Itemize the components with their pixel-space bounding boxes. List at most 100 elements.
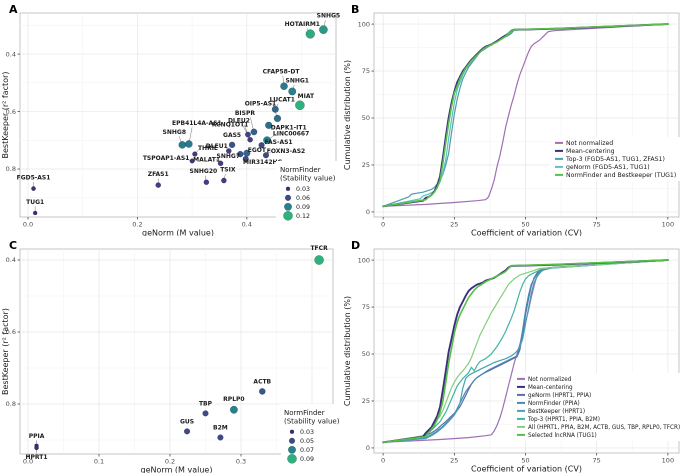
data-point — [185, 140, 193, 148]
x-tick-label: 100 — [662, 221, 674, 229]
y-tick-label: 25 — [362, 397, 370, 405]
y-tick-label: 0.8 — [6, 400, 16, 408]
data-point — [319, 25, 328, 35]
data-point — [273, 114, 282, 123]
y-tick-label: 0.6 — [6, 108, 16, 116]
point-label: LUCAT1 — [270, 96, 295, 103]
y-tick-label: 0 — [366, 444, 370, 452]
x-tick-label: 0 — [381, 221, 385, 229]
x-axis-title: Coefficient of variation (CV) — [471, 465, 582, 473]
data-point — [189, 158, 195, 164]
point-label: HPRT1 — [26, 454, 48, 461]
data-point — [242, 155, 249, 163]
x-tick-label: 75 — [593, 221, 601, 229]
x-tick-label: 0.1 — [94, 458, 104, 466]
series-lines — [382, 259, 669, 444]
point-label: HOTAIRM1 — [285, 21, 320, 28]
point-label: MALAT1 — [193, 156, 220, 163]
data-point — [271, 105, 279, 113]
point-label: FGD5-AS1 — [17, 175, 51, 182]
x-tick-label: 0.3 — [236, 458, 246, 466]
data-point — [178, 141, 187, 149]
data-point — [250, 128, 258, 136]
grid-minor — [20, 249, 333, 454]
y-axis-title: Cumulative distribution (%) — [343, 296, 352, 406]
data-point — [244, 131, 251, 138]
data-point — [225, 148, 232, 154]
legend: Not normalized Mean-centering geNorm (HPRT… — [513, 373, 685, 441]
point-label: TSIX — [220, 167, 236, 174]
legend-title: NormFinder — [284, 409, 325, 417]
point-labels: TFCR ACTB RPLP0 TBP GUS B2M PPIA HPRT1 — [26, 245, 329, 461]
point-label: GUS — [180, 418, 194, 425]
grid-major — [374, 13, 679, 217]
legend-item-label: Top-3 (FGD5-AS1, TUG1, ZFAS1) — [565, 156, 665, 163]
point-label: LINC00667 — [273, 130, 309, 137]
point-label: TFCR — [310, 245, 328, 252]
legend-item-label: BestKeeper (HPRT1) — [528, 409, 585, 415]
data-point — [265, 121, 273, 130]
point-label: SNHG1 — [286, 77, 309, 84]
series-line-6 — [382, 259, 669, 443]
y-tick-label: 75 — [362, 67, 370, 75]
x-tick-label: 50 — [521, 457, 529, 465]
legend-item-label: 0.05 — [300, 438, 314, 445]
y-tick-label: 0.6 — [6, 328, 16, 336]
data-point — [34, 445, 39, 451]
data-point — [305, 29, 315, 39]
data-point — [192, 151, 198, 157]
series-line-5 — [382, 23, 669, 208]
y-tick-label: 100 — [358, 20, 370, 28]
data-point — [31, 186, 36, 191]
point-label: PPIA — [29, 433, 45, 440]
data-point — [229, 405, 238, 414]
data-point — [258, 142, 265, 149]
legend-key-dot — [288, 437, 296, 444]
series-line-4 — [382, 259, 669, 443]
data-point — [155, 182, 162, 188]
x-axis-title: Coefficient of variation (CV) — [471, 229, 582, 237]
series-line-5 — [382, 259, 669, 443]
point-label: RPLP0 — [223, 396, 244, 403]
point-label: B2M — [213, 424, 228, 431]
series-lines — [382, 23, 669, 208]
point-label: DAPK1-IT1 — [271, 124, 307, 131]
data-point — [217, 434, 224, 441]
legend-item-label: geNorm (FGD5-AS1, TUG1) — [566, 164, 650, 171]
data-points — [31, 25, 328, 216]
legend-item-label: NormFinder (PPIA) — [528, 401, 580, 407]
panel-a: A 0.0 0.2 0.4 0.4 0.6 0.8 geNorm (M value) Best… — [0, 0, 342, 236]
plot-area — [19, 248, 334, 455]
point-label: BISPR — [235, 110, 256, 117]
y-axis-title: BestKeeper (r² factor) — [1, 308, 10, 395]
panel-b-label: B — [351, 3, 360, 16]
legend-key-dot — [287, 453, 297, 464]
point-label: DLEU1 — [206, 143, 228, 150]
y-axis-title: Cumulative distribution (%) — [343, 60, 352, 170]
legend-item-label: 0.09 — [300, 456, 314, 463]
legend-bg — [513, 373, 685, 441]
y-tick-label: 75 — [362, 303, 370, 311]
y-tick-label: 50 — [362, 350, 370, 358]
legend-item-label: Not normalized — [566, 140, 613, 147]
legend-bg — [550, 137, 684, 181]
data-point — [314, 255, 324, 265]
x-tick-label: 0.2 — [165, 458, 175, 466]
legend-title: NormFinder — [280, 166, 321, 174]
legend-item-label: Selected lncRNA (TUG1) — [528, 433, 597, 439]
x-axis-title: geNorm (M value) — [141, 466, 213, 473]
data-point — [258, 388, 266, 395]
legend-item-label: 0.09 — [296, 204, 310, 211]
point-label: ACTB — [253, 378, 271, 385]
point-label: SNHG8 — [163, 129, 186, 136]
panel-d-chart: 0 25 50 75 100 0 25 50 75 100 Coefficient of varia… — [343, 248, 685, 473]
legend-item-label: 0.03 — [300, 429, 314, 436]
grid-major — [20, 13, 336, 217]
point-label: ZFAS1 — [148, 171, 169, 178]
y-tick-label: 100 — [358, 256, 370, 264]
legend-item-label: 0.03 — [296, 186, 310, 193]
data-point — [262, 152, 270, 159]
data-point — [263, 136, 272, 145]
